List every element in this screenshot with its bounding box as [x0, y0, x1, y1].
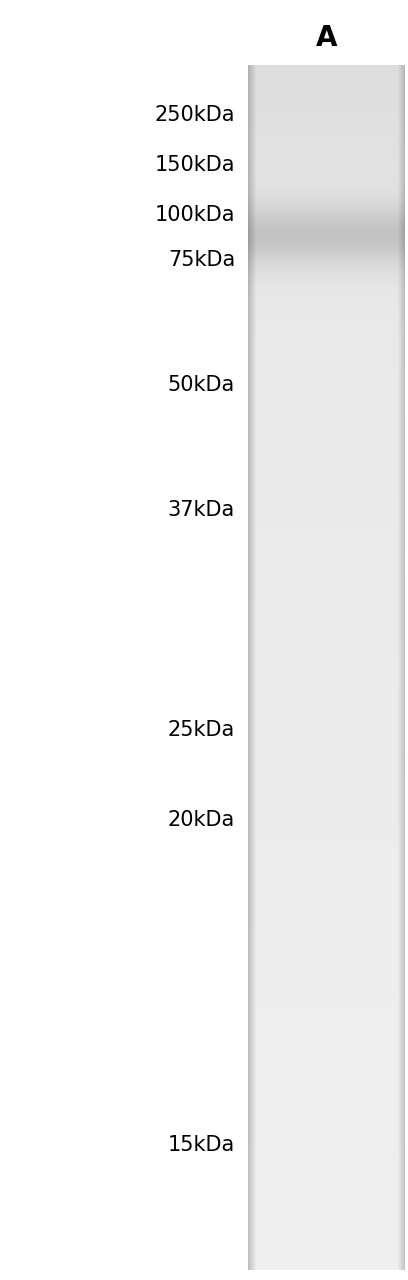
Text: 250kDa: 250kDa [155, 105, 235, 125]
Text: 150kDa: 150kDa [155, 155, 235, 175]
Text: A: A [316, 24, 337, 52]
Text: 50kDa: 50kDa [168, 375, 235, 396]
Text: 100kDa: 100kDa [155, 205, 235, 225]
Text: 25kDa: 25kDa [168, 719, 235, 740]
Text: 15kDa: 15kDa [168, 1135, 235, 1155]
Text: 75kDa: 75kDa [168, 250, 235, 270]
Text: 37kDa: 37kDa [168, 500, 235, 520]
Text: 20kDa: 20kDa [168, 810, 235, 829]
